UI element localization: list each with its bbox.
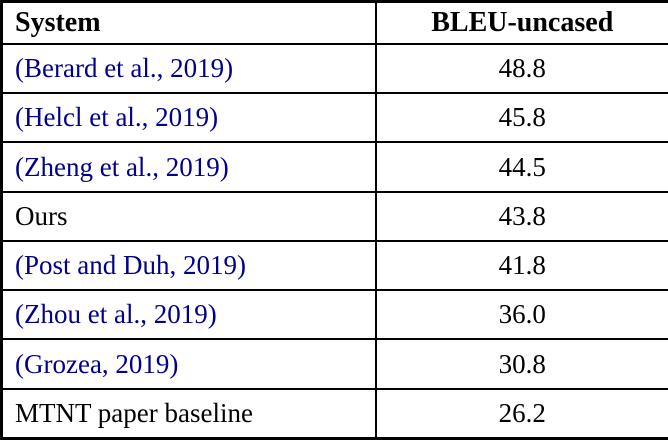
citation-link-zheng-2019[interactable]: (Zheng et al., 2019) (15, 151, 229, 182)
header-bleu-uncased: BLEU-uncased (374, 0, 668, 45)
citation-link-zhou-2019[interactable]: (Zhou et al., 2019) (15, 299, 217, 330)
bleu-value: 30.8 (374, 338, 668, 390)
citation-link-helcl-2019[interactable]: (Helcl et al., 2019) (15, 102, 219, 133)
bleu-value: 44.5 (374, 141, 668, 193)
bleu-value: 48.8 (374, 42, 668, 95)
header-system: System (0, 0, 377, 45)
citation-link-post-duh-2019[interactable]: (Post and Duh, 2019) (15, 250, 246, 281)
table-row: MTNT paper baseline 26.2 (0, 387, 668, 440)
bleu-value: 45.8 (374, 92, 668, 144)
table-row: (Helcl et al., 2019) 45.8 (0, 92, 668, 144)
bleu-value: 43.8 (374, 190, 668, 242)
citation-link-berard-2019[interactable]: (Berard et al., 2019) (15, 53, 234, 84)
table-row: (Zheng et al., 2019) 44.5 (0, 141, 668, 193)
table-row: (Berard et al., 2019) 48.8 (0, 42, 668, 95)
bleu-value: 41.8 (374, 239, 668, 292)
bleu-value: 26.2 (374, 387, 668, 440)
table-row: (Grozea, 2019) 30.8 (0, 338, 668, 390)
table-row: (Post and Duh, 2019) 41.8 (0, 239, 668, 292)
system-label-mtnt-baseline: MTNT paper baseline (15, 397, 253, 428)
citation-link-grozea-2019[interactable]: (Grozea, 2019) (15, 348, 179, 379)
table-row: (Zhou et al., 2019) 36.0 (0, 289, 668, 341)
header-row: System BLEU-uncased (0, 0, 668, 45)
bleu-value: 36.0 (374, 289, 668, 341)
table-row: Ours 43.8 (0, 190, 668, 242)
system-label-ours: Ours (15, 200, 68, 231)
